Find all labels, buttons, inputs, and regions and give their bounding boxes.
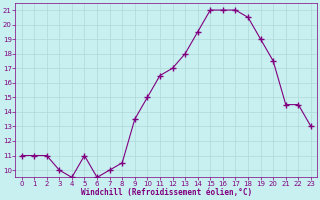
X-axis label: Windchill (Refroidissement éolien,°C): Windchill (Refroidissement éolien,°C) xyxy=(81,188,252,197)
